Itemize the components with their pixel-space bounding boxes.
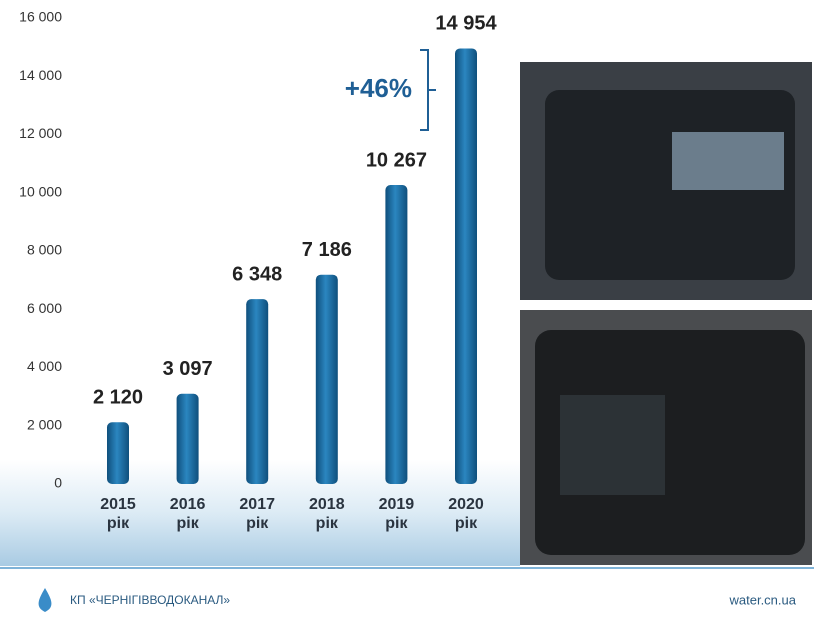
y-tick-label: 16 000 bbox=[19, 9, 62, 25]
logo bbox=[38, 588, 52, 612]
x-tick-label: 2018 рік bbox=[309, 496, 345, 532]
value-label: 2 120 bbox=[93, 387, 143, 409]
bar bbox=[385, 184, 408, 484]
bar bbox=[315, 274, 338, 484]
x-tick-label: 2016 рік bbox=[169, 496, 206, 532]
value-label: 10 267 bbox=[366, 149, 427, 171]
photo-screen bbox=[560, 395, 665, 495]
x-tick-label: 2019 рік bbox=[378, 496, 415, 532]
y-tick-label: 2 000 bbox=[27, 416, 62, 432]
x-tick-label: 2015 рік bbox=[100, 496, 136, 532]
value-label: 3 097 bbox=[163, 358, 213, 380]
footer-organization: КП «ЧЕРНІГІВВОДОКАНАЛ» bbox=[70, 593, 230, 607]
value-label: 14 954 bbox=[435, 13, 497, 35]
bar bbox=[176, 393, 199, 484]
photo-device bbox=[535, 330, 805, 555]
y-tick-label: 8 000 bbox=[27, 242, 62, 258]
y-tick-label: 0 bbox=[54, 475, 62, 491]
annotation: +46% bbox=[345, 73, 412, 103]
value-label: 7 186 bbox=[302, 239, 352, 261]
x-tick-label: 2020 рік bbox=[448, 496, 484, 532]
x-tick-label: 2017 рік bbox=[239, 496, 275, 532]
y-tick-label: 10 000 bbox=[19, 183, 62, 199]
y-tick-label: 14 000 bbox=[19, 67, 62, 83]
y-tick-label: 12 000 bbox=[19, 125, 62, 141]
footer-website: water.cn.ua bbox=[729, 592, 797, 607]
bar bbox=[107, 422, 129, 484]
y-tick-label: 4 000 bbox=[27, 358, 62, 374]
y-tick-label: 6 000 bbox=[27, 300, 62, 316]
value-label: 6 348 bbox=[232, 263, 282, 285]
bar bbox=[455, 48, 477, 484]
bar bbox=[246, 299, 269, 484]
bracket bbox=[420, 49, 436, 131]
photo-screen bbox=[672, 132, 784, 190]
